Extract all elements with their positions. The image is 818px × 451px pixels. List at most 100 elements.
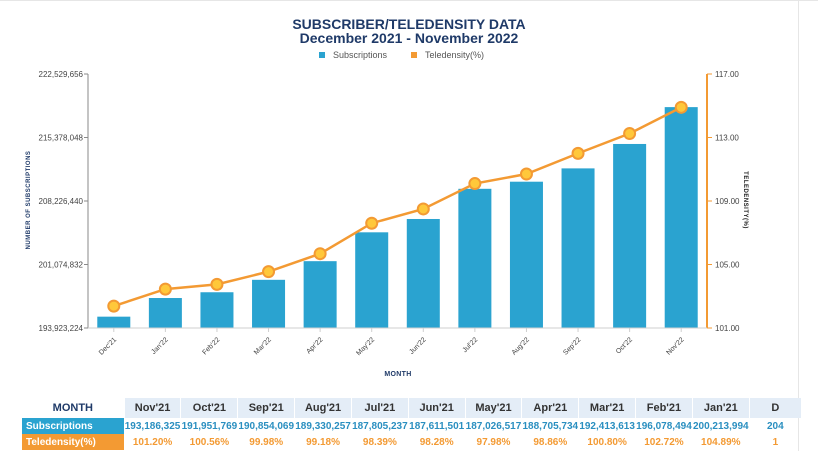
teledensity-line-path bbox=[113, 106, 682, 308]
bar-subscriptions[interactable] bbox=[509, 181, 543, 328]
y2-axis-title: TELEDENSITY(%) bbox=[742, 171, 748, 229]
x-tick-label: Apr'22 bbox=[305, 336, 324, 355]
x-tick-label: Jun'22 bbox=[408, 336, 427, 355]
table-header-cell: May'21 bbox=[465, 398, 523, 418]
teledensity-point[interactable] bbox=[623, 127, 637, 141]
x-tick-label: Nov'22 bbox=[665, 336, 685, 356]
table-cell: 1 bbox=[772, 436, 779, 448]
table-cell: 196,078,494 bbox=[636, 420, 692, 432]
table-header-cell: Sep'21 bbox=[237, 398, 296, 418]
bar-subscriptions[interactable] bbox=[458, 188, 492, 328]
bar-subscriptions[interactable] bbox=[664, 107, 698, 328]
bar-subscriptions[interactable] bbox=[200, 292, 234, 328]
table-cell: 98.39% bbox=[362, 436, 397, 448]
table-cell: 187,026,517 bbox=[465, 420, 522, 432]
bar-subscriptions[interactable] bbox=[303, 261, 337, 328]
table-cell: 190,854,069 bbox=[238, 420, 295, 432]
table-header-cell: D bbox=[749, 398, 802, 418]
table-row-label: Subscriptions bbox=[22, 418, 125, 434]
x-tick-label: Aug'22 bbox=[511, 336, 531, 356]
table-header-row: MONTH Nov'21 Oct'21 Sep'21 Aug'21 Jul'21 Jun'2… bbox=[22, 398, 802, 418]
x-tick-label: Sep'22 bbox=[562, 336, 582, 356]
x-tick-label: Jul'22 bbox=[462, 336, 480, 354]
right-border bbox=[798, 0, 799, 451]
table-header-cell: Mar'21 bbox=[578, 398, 637, 418]
table-cell: 97.98% bbox=[476, 436, 511, 448]
teledensity-point[interactable] bbox=[365, 216, 379, 230]
table-header-month: MONTH bbox=[22, 398, 125, 418]
y-tick-label: 208,226,440 bbox=[39, 197, 84, 206]
teledensity-point[interactable] bbox=[416, 202, 430, 216]
y2-axis-ticks: 101.00 105.00 109.00 113.00 117.00 bbox=[707, 70, 740, 333]
table-row-label: Teledensity(%) bbox=[22, 434, 125, 450]
bars bbox=[97, 107, 698, 328]
teledensity-point[interactable] bbox=[107, 299, 121, 313]
y2-tick-label: 105.00 bbox=[715, 261, 740, 270]
bar-subscriptions[interactable] bbox=[406, 218, 440, 328]
y-tick-label: 222,529,656 bbox=[39, 70, 84, 79]
table-cell: 189,330,257 bbox=[295, 420, 351, 432]
top-border bbox=[0, 0, 818, 1]
y-axis-ticks: 193,923,224 201,074,832 208,226,440 215,378… bbox=[39, 70, 88, 333]
y2-tick-label: 101.00 bbox=[715, 324, 740, 333]
bar-subscriptions[interactable] bbox=[355, 232, 389, 328]
teledensity-point[interactable] bbox=[262, 265, 276, 279]
table-header-cell: Feb'21 bbox=[635, 398, 693, 418]
teledensity-point[interactable] bbox=[158, 282, 172, 296]
legend[interactable]: Subscriptions Teledensity(%) bbox=[319, 50, 484, 60]
x-tick-label: Oct'22 bbox=[615, 336, 634, 355]
y-tick-label: 201,074,832 bbox=[39, 261, 84, 270]
y2-tick-label: 117.00 bbox=[715, 70, 739, 79]
table-cell: 192,413,613 bbox=[579, 420, 635, 432]
table-header-cell: Oct'21 bbox=[180, 398, 239, 418]
teledensity-point[interactable] bbox=[519, 167, 533, 181]
table-header-cell: Jan'21 bbox=[692, 398, 750, 418]
x-tick-label: Mar'22 bbox=[253, 336, 273, 356]
table-header-cell: Aug'21 bbox=[294, 398, 352, 418]
table-cell: 187,611,501 bbox=[409, 420, 465, 432]
teledensity-point[interactable] bbox=[468, 177, 482, 191]
data-table-grid: MONTH Nov'21 Oct'21 Sep'21 Aug'21 Jul'21 Jun'2… bbox=[22, 398, 802, 450]
bar-subscriptions[interactable] bbox=[613, 143, 647, 328]
legend-label-subscriptions: Subscriptions bbox=[333, 50, 388, 60]
y-tick-label: 193,923,224 bbox=[39, 324, 84, 333]
y2-tick-label: 113.00 bbox=[715, 134, 739, 143]
teledensity-line bbox=[107, 100, 688, 313]
bar-subscriptions[interactable] bbox=[148, 298, 182, 328]
table-cell: 99.18% bbox=[306, 436, 341, 448]
bar-subscriptions[interactable] bbox=[252, 279, 286, 328]
table-row: Teledensity(%) 101.20% 100.56% 99.98% 99.18%… bbox=[22, 434, 802, 450]
data-table: MONTH Nov'21 Oct'21 Sep'21 Aug'21 Jul'21 Jun'2… bbox=[22, 398, 802, 451]
table-cell: 102.72% bbox=[644, 436, 684, 448]
chart-subtitle: December 2021 - November 2022 bbox=[300, 30, 519, 46]
table-cell: 101.20% bbox=[132, 436, 173, 448]
bar-subscriptions[interactable] bbox=[561, 168, 595, 328]
table-cell: 193,186,325 bbox=[124, 420, 181, 432]
teledensity-point[interactable] bbox=[210, 277, 224, 291]
legend-swatch-subscriptions bbox=[319, 52, 325, 58]
table-header-cell: Jul'21 bbox=[351, 398, 409, 418]
bar-subscriptions[interactable] bbox=[97, 316, 131, 328]
table-cell: 188,705,734 bbox=[522, 420, 579, 432]
y2-tick-label: 109.00 bbox=[715, 197, 740, 206]
table-cell: 98.86% bbox=[533, 436, 568, 448]
legend-label-teledensity: Teledensity(%) bbox=[425, 50, 484, 60]
y-axis-title: NUMBER OF SUBSCRIPTIONS bbox=[26, 151, 32, 250]
table-row: Subscriptions 193,186,325 191,951,769 190,8… bbox=[22, 418, 802, 434]
table-cell: 204 bbox=[767, 420, 784, 432]
table-cell: 99.98% bbox=[249, 436, 284, 448]
table-cell: 100.80% bbox=[587, 436, 627, 448]
y-tick-label: 215,378,048 bbox=[39, 134, 84, 143]
table-cell: 100.56% bbox=[189, 436, 230, 448]
x-axis-ticks: Dec'21 Jan'22 Feb'22 Mar'22 Apr'22 May'22 Jun'… bbox=[98, 328, 686, 357]
table-header-cell: Apr'21 bbox=[521, 398, 580, 418]
table-cell: 191,951,769 bbox=[181, 420, 238, 432]
teledensity-point[interactable] bbox=[313, 247, 327, 261]
x-tick-label: May'22 bbox=[355, 336, 376, 357]
teledensity-point[interactable] bbox=[571, 146, 585, 160]
x-tick-label: Jan'22 bbox=[150, 336, 169, 355]
table-cell: 98.28% bbox=[419, 436, 454, 448]
table-header-cell: Nov'21 bbox=[124, 398, 182, 418]
chart-title: SUBSCRIBER/TELEDENSITY DATA bbox=[292, 16, 525, 32]
teledensity-point[interactable] bbox=[674, 100, 688, 114]
